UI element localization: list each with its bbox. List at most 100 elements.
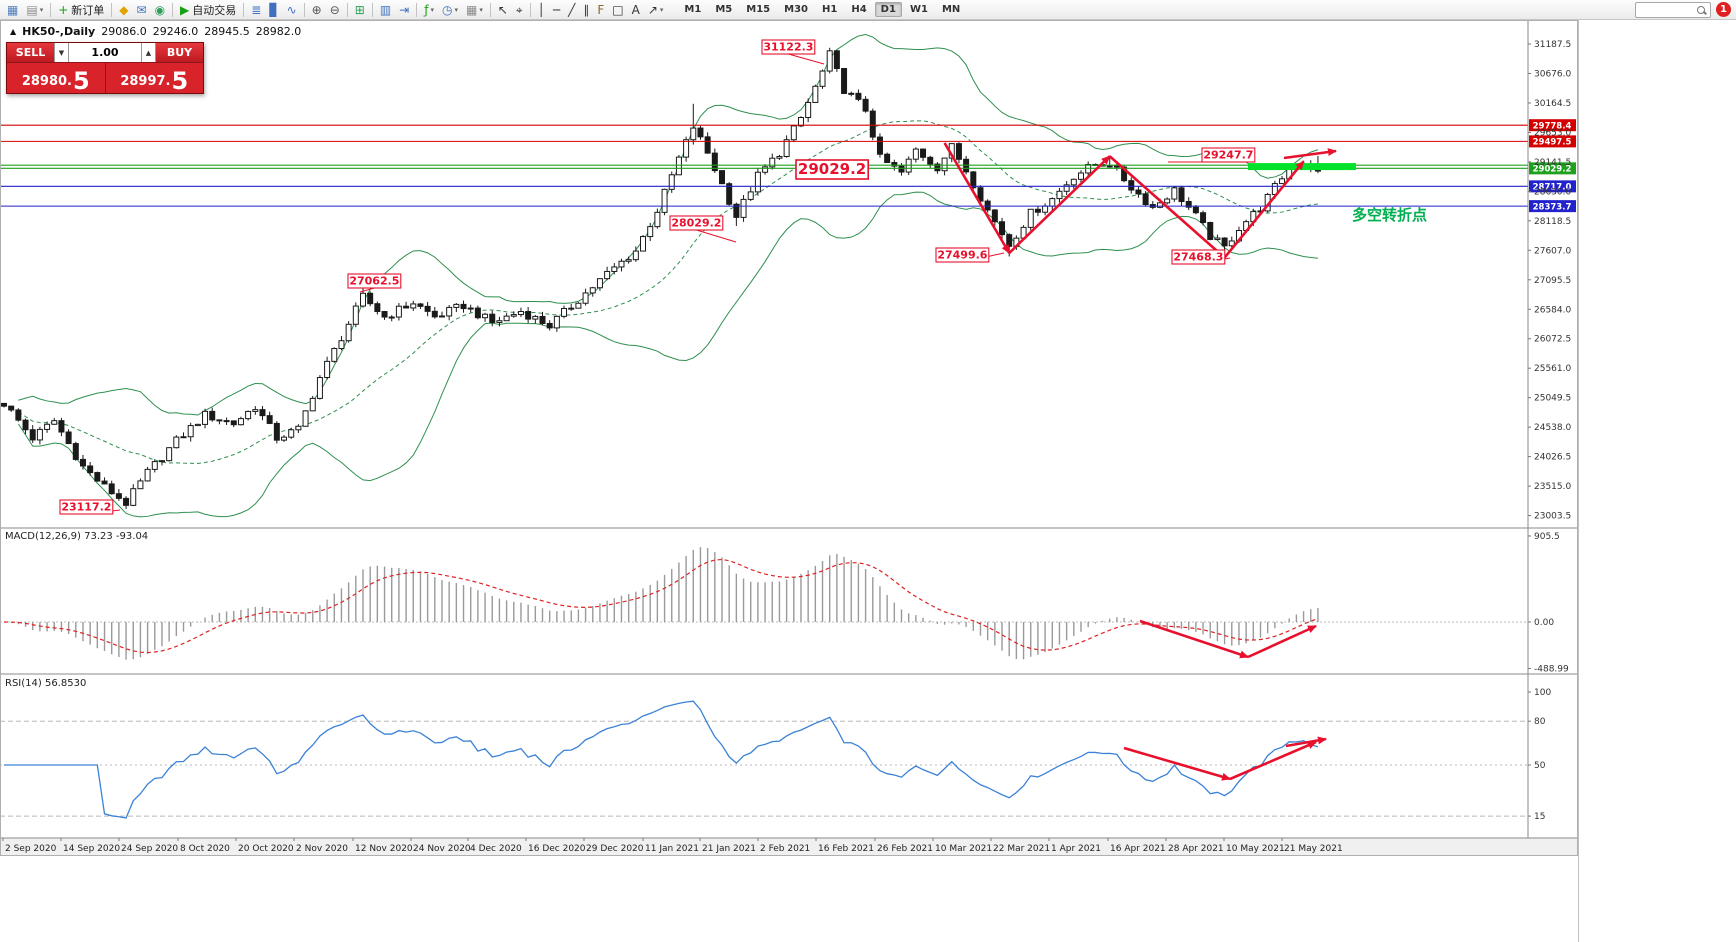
candlestick-button[interactable]: ▊ bbox=[265, 1, 282, 19]
trendline-button[interactable]: ╱ bbox=[564, 1, 579, 19]
shapes-icon: □ bbox=[612, 2, 624, 17]
chart-shift-icon: ⇥ bbox=[399, 2, 410, 17]
line-chart-button[interactable]: ∿ bbox=[283, 1, 301, 19]
price-axis-label: 31187.5 bbox=[1534, 40, 1571, 50]
vline-icon: │ bbox=[537, 2, 545, 17]
profiles-button[interactable]: ▤ ▾ bbox=[22, 1, 47, 19]
shapes-button[interactable]: □ bbox=[608, 1, 627, 19]
hline-icon: ─ bbox=[552, 2, 561, 17]
lot-input[interactable] bbox=[74, 46, 136, 59]
tile-windows-icon: ⊞ bbox=[354, 2, 365, 17]
rsi-line bbox=[4, 700, 1319, 819]
caret-down-icon: ▾ bbox=[39, 5, 44, 14]
buy-price[interactable]: 28997. 5 bbox=[104, 63, 204, 93]
lot-decrease-button[interactable]: ▼ bbox=[54, 43, 69, 62]
time-axis-strip[interactable] bbox=[0, 838, 1578, 856]
date-axis-label: 12 Nov 2020 bbox=[355, 844, 413, 854]
price-axis[interactable]: 31187.5 30676.0 30164.5 29653.0 29141.5 28630… bbox=[1528, 40, 1571, 522]
add-indicator-icon: ƒ bbox=[424, 2, 429, 17]
timeframe-m30-button[interactable]: M30 bbox=[784, 4, 809, 15]
timeframe-d1-button[interactable]: D1 bbox=[874, 2, 902, 17]
new-order-button[interactable]: + 新订单 bbox=[54, 1, 108, 19]
rsi-axis[interactable]: 100 80 50 15 bbox=[1528, 688, 1551, 822]
chart-shift-button[interactable]: ⇥ bbox=[395, 1, 413, 19]
macd-axis-label: 0.00 bbox=[1534, 618, 1554, 628]
toolbar-separator bbox=[416, 2, 418, 17]
alerts-button[interactable]: ◆ bbox=[115, 1, 132, 19]
timeframe-m5-button[interactable]: M5 bbox=[715, 4, 733, 15]
channel-button[interactable]: ∥ bbox=[579, 1, 593, 19]
bollinger-lower-band bbox=[17, 191, 1318, 518]
add-indicator-button[interactable]: ƒ ▾ bbox=[420, 1, 438, 19]
callout-label: 28029.2 bbox=[671, 217, 721, 230]
toolbar-right: 1 bbox=[1635, 1, 1733, 18]
timeframe-bar: M1 M5 M15 M30 H1 H4 D1 W1 MN bbox=[677, 2, 967, 17]
timeframe-w1-button[interactable]: W1 bbox=[909, 4, 928, 15]
date-axis-label: 16 Dec 2020 bbox=[528, 844, 586, 854]
bar-chart-button[interactable]: ≣ bbox=[247, 1, 265, 19]
template-button[interactable]: ▦ ▾ bbox=[462, 1, 487, 19]
time-axis[interactable]: 2 Sep 2020 14 Sep 2020 24 Sep 2020 8 Oct 20… bbox=[2, 838, 1343, 854]
search-box[interactable] bbox=[1635, 1, 1711, 18]
period-icon: ◷ bbox=[441, 2, 453, 17]
timeframe-h1-button[interactable]: H1 bbox=[822, 4, 838, 15]
symbol-name: HK50-,Daily bbox=[22, 25, 96, 38]
price-axis-label: 29141.5 bbox=[1534, 158, 1571, 168]
date-axis-label: 11 Jan 2021 bbox=[645, 844, 699, 854]
search-input[interactable] bbox=[1639, 4, 1697, 15]
sell-price[interactable]: 28980. 5 bbox=[7, 63, 105, 93]
zoom-out-button[interactable]: ⊖ bbox=[326, 1, 344, 19]
price-callouts[interactable]: 31122.3 29029.2 29247.7 28029.2 27499.6 27468… bbox=[59, 39, 1256, 515]
chart-canvas[interactable]: 29778.4 29497.5 29029.2 28717.0 28373.7 31122… bbox=[0, 20, 1578, 856]
timeframe-mn-button[interactable]: MN bbox=[941, 4, 961, 15]
timeframe-h4-button[interactable]: H4 bbox=[851, 4, 867, 15]
symbol-marker-icon: ▲ bbox=[10, 27, 17, 36]
tile-windows-button[interactable]: ⊞ bbox=[351, 1, 369, 19]
buy-button[interactable]: BUY bbox=[156, 43, 203, 62]
bollinger-middle-band bbox=[18, 120, 1318, 464]
lot-increase-button[interactable]: ▲ bbox=[141, 43, 156, 62]
chart-window[interactable]: 29778.4 29497.5 29029.2 28717.0 28373.7 31122… bbox=[0, 20, 1578, 856]
notification-badge[interactable]: 1 bbox=[1716, 2, 1731, 17]
crosshair-button[interactable]: ⌖ bbox=[512, 1, 527, 19]
price-axis-label: 30676.0 bbox=[1534, 69, 1571, 79]
period-button[interactable]: ◷ ▾ bbox=[438, 1, 462, 19]
channel-icon: ∥ bbox=[583, 2, 590, 17]
market-icon: ◉ bbox=[154, 2, 166, 17]
zoom-in-button[interactable]: ⊕ bbox=[308, 1, 326, 19]
timeframe-m1-button[interactable]: M1 bbox=[684, 4, 702, 15]
sell-price-main: 28980. bbox=[21, 74, 72, 90]
svg-text:29778.4: 29778.4 bbox=[1533, 121, 1572, 131]
toolbar-separator bbox=[50, 2, 52, 17]
price-axis-label: 28630.0 bbox=[1534, 187, 1571, 197]
line-chart-icon: ∿ bbox=[286, 2, 297, 17]
callout-label: 27062.5 bbox=[349, 275, 399, 288]
price-axis-label: 27095.5 bbox=[1534, 276, 1571, 286]
arrows-tool-button[interactable]: ↗ ▾ bbox=[644, 1, 668, 19]
text-button[interactable]: A bbox=[628, 1, 644, 19]
rsi-axis-label: 15 bbox=[1534, 812, 1545, 822]
svg-text:29029.2: 29029.2 bbox=[1533, 165, 1572, 175]
timeframe-m15-button[interactable]: M15 bbox=[746, 4, 771, 15]
price-axis-label: 28118.5 bbox=[1534, 217, 1571, 227]
new-chart-button[interactable]: ▦ bbox=[3, 1, 22, 19]
main-toolbar: ▦ ▤ ▾ + 新订单 ◆ ✉ ◉ ▶ 自动交易 ≣ ▊ ∿ ⊕ ⊖ ⊞ ▥ ⇥ ƒ ▾ ◷ ▾ ▦ ▾ ↖ ⌖ │ ─ ╱ ∥ F □ A ↗ ▾… bbox=[0, 0, 1736, 20]
callout-label: 29247.7 bbox=[1203, 149, 1253, 162]
ohlc-close: 28982.0 bbox=[255, 25, 302, 38]
arrange-button[interactable]: ▥ bbox=[376, 1, 395, 19]
mailbox-button[interactable]: ✉ bbox=[133, 1, 151, 19]
bollinger-bands bbox=[17, 33, 1319, 518]
autotrade-button[interactable]: ▶ 自动交易 bbox=[176, 1, 240, 19]
fibonacci-button[interactable]: F bbox=[593, 1, 608, 19]
callout-label: 27468.3 bbox=[1173, 251, 1223, 264]
bar-chart-icon: ≣ bbox=[251, 2, 262, 17]
price-axis-label: 24538.0 bbox=[1534, 423, 1571, 433]
cursor-button[interactable]: ↖ bbox=[494, 1, 512, 19]
market-button[interactable]: ◉ bbox=[151, 1, 169, 19]
hline-button[interactable]: ─ bbox=[549, 1, 564, 19]
sell-button[interactable]: SELL bbox=[7, 43, 54, 62]
vline-button[interactable]: │ bbox=[534, 1, 549, 19]
search-icon bbox=[1697, 5, 1705, 14]
macd-axis[interactable]: 905.5 0.00 -488.99 bbox=[1528, 532, 1569, 674]
trend-arrows[interactable] bbox=[943, 142, 1337, 781]
